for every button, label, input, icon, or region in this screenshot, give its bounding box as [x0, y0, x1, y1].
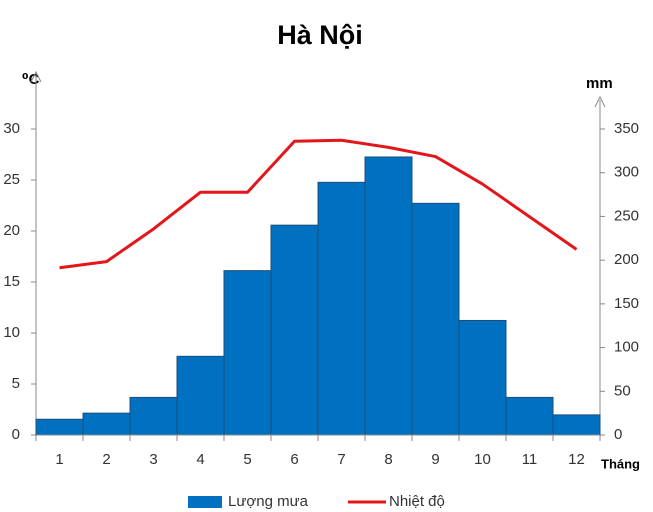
x-tick-label: 10: [474, 451, 491, 468]
x-tick-label: 8: [384, 451, 392, 468]
y-axis-title: ⁰C: [22, 71, 40, 88]
bar: [35, 418, 84, 436]
bar: [458, 319, 507, 436]
x-tick-label: 1: [55, 451, 63, 468]
bar: [129, 396, 178, 436]
x-tick-label: 11: [522, 451, 538, 468]
bar: [223, 270, 272, 436]
x-tick-label: 12: [568, 451, 585, 468]
y2-tick-label: 50: [614, 382, 631, 399]
y-tick-label: 15: [3, 273, 20, 290]
bar: [317, 181, 366, 436]
y-tick-label: 20: [3, 222, 20, 239]
x-tick-label: 4: [196, 451, 204, 468]
bar: [411, 202, 460, 436]
bar: [82, 412, 131, 436]
bar: [176, 355, 225, 436]
bar: [364, 156, 413, 436]
x-tick-label: 5: [243, 451, 251, 468]
y-tick-label: 25: [3, 171, 20, 188]
y2-tick-label: 350: [614, 120, 639, 137]
y2-tick-label: 0: [614, 426, 622, 443]
chart-title: Hà Nội: [277, 20, 363, 50]
y2-tick-label: 100: [614, 339, 639, 356]
x-tick-label: 7: [337, 451, 345, 468]
y2-tick-label: 300: [614, 164, 639, 181]
y2-tick-label: 200: [614, 251, 639, 268]
bar: [552, 414, 601, 436]
legend-label: Lượng mưa: [228, 493, 309, 510]
x-tick-label: 9: [431, 451, 439, 468]
y2-tick-label: 250: [614, 207, 639, 224]
y-tick-label: 30: [3, 120, 20, 137]
x-tick-label: 3: [149, 451, 157, 468]
line: [59, 138, 578, 270]
y2-tick-label: 150: [614, 295, 639, 312]
legend-swatch: [188, 496, 222, 508]
y-tick-label: 5: [12, 375, 20, 392]
y2-axis-arrow: [594, 95, 606, 108]
x-tick-label: 6: [290, 451, 298, 468]
y-tick-label: 0: [12, 426, 20, 443]
x-axis-title: Tháng: [601, 456, 640, 471]
x-tick-label: 2: [102, 451, 110, 468]
bar: [270, 224, 319, 436]
y-tick-label: 10: [3, 324, 20, 341]
legend-label: Nhiệt độ: [389, 493, 445, 510]
bar: [505, 396, 554, 436]
y-axis-arrow: [30, 70, 42, 83]
y2-axis-title: mm: [586, 75, 613, 92]
